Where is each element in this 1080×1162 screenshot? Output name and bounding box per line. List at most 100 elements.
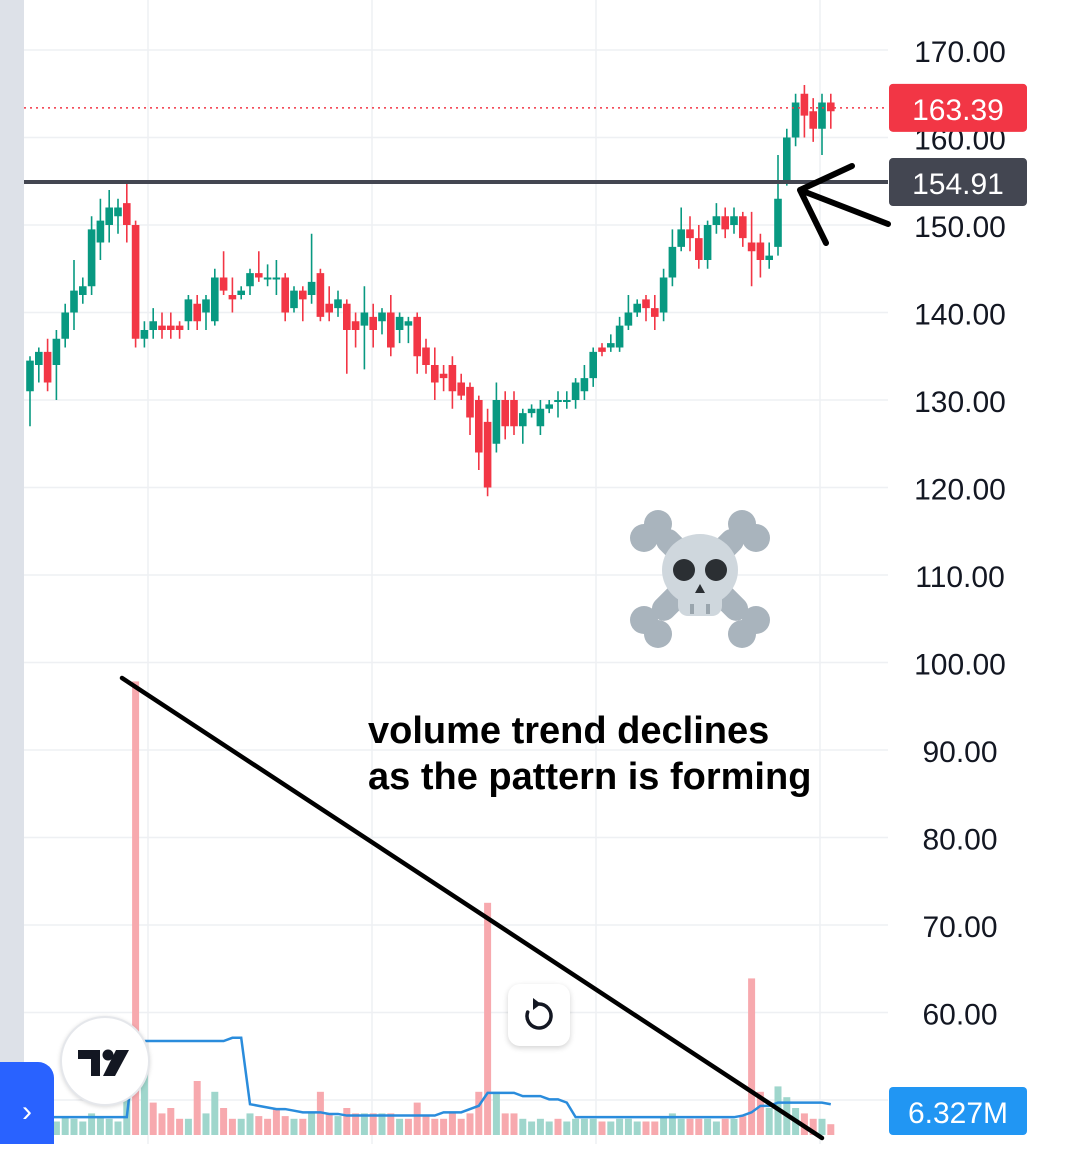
- annotation-text: volume trend declines as the pattern is …: [368, 708, 811, 800]
- volume-bar: [246, 1113, 254, 1135]
- candle-body: [334, 299, 342, 309]
- candle-body: [158, 325, 166, 330]
- annotation-line-1: volume trend declines: [368, 710, 770, 752]
- volume-bar: [607, 1121, 615, 1135]
- candle-body: [211, 277, 219, 322]
- volume-bar: [325, 1113, 333, 1135]
- candle-body: [545, 404, 553, 409]
- volume-bar: [739, 1116, 747, 1135]
- volume-bar: [457, 1118, 465, 1135]
- candle-body: [369, 316, 377, 330]
- y-tick-label: 150.00: [914, 211, 1006, 244]
- volume-bar: [440, 1118, 448, 1135]
- candle-body: [123, 203, 131, 225]
- volume-bar: [114, 1121, 122, 1135]
- volume-bar: [651, 1121, 659, 1135]
- volume-bar: [660, 1116, 668, 1135]
- candle-body: [167, 325, 175, 330]
- volume-bar: [721, 1118, 729, 1135]
- volume-bar: [554, 1118, 562, 1135]
- candle-body: [536, 408, 545, 427]
- volume-bar: [765, 1108, 773, 1135]
- candle-body: [387, 312, 395, 348]
- volume-bar: [264, 1118, 272, 1135]
- volume-bar: [827, 1124, 835, 1135]
- volume-bar: [88, 1113, 96, 1135]
- y-tick-label: 110.00: [915, 561, 1005, 594]
- candle-body: [791, 102, 800, 138]
- candle-body: [563, 400, 571, 402]
- volume-bar: [616, 1118, 624, 1135]
- volume-bar: [220, 1108, 228, 1135]
- volume-bar: [52, 1121, 60, 1135]
- volume-bar: [237, 1118, 245, 1135]
- candle-body: [448, 365, 457, 392]
- volume-bar: [624, 1118, 632, 1135]
- volume-bar: [290, 1118, 298, 1135]
- candle-body: [431, 365, 439, 383]
- volume-ma-line: [30, 1036, 832, 1119]
- candle-body: [589, 351, 597, 379]
- candle-body: [686, 229, 694, 239]
- candles: [26, 85, 835, 497]
- candle-body: [730, 216, 738, 225]
- candle-body: [783, 137, 791, 182]
- y-tick-label: 90.00: [922, 736, 997, 769]
- candle-body: [721, 216, 729, 230]
- sidebar-toggle-button[interactable]: ›: [0, 1062, 54, 1144]
- candle-body: [343, 303, 351, 330]
- volume-bar: [563, 1121, 571, 1135]
- candle-body: [263, 277, 272, 280]
- candle-body: [43, 351, 52, 383]
- volume-bar: [176, 1118, 184, 1135]
- candle-body: [642, 299, 650, 309]
- candle-body: [202, 299, 210, 313]
- candle-body: [105, 207, 113, 225]
- candle-body: [756, 242, 765, 260]
- volume-bar: [140, 1048, 148, 1135]
- volume-bar: [677, 1118, 685, 1135]
- y-tick-label: 170.00: [914, 36, 1006, 69]
- volume-bar: [686, 1118, 694, 1135]
- candle-body: [659, 277, 668, 313]
- candle-body: [624, 312, 633, 326]
- volume-bar: [748, 978, 756, 1135]
- volume-bar: [712, 1121, 720, 1135]
- volume-bar: [536, 1118, 544, 1135]
- tradingview-logo-button[interactable]: [60, 1016, 150, 1106]
- candle-body: [554, 400, 562, 402]
- volume-bar: [360, 1113, 368, 1135]
- candle-body: [351, 321, 360, 330]
- volume-bar: [193, 1081, 201, 1135]
- candle-body: [70, 290, 78, 313]
- volume-bar: [211, 1091, 219, 1135]
- candle-body: [61, 312, 69, 339]
- volume-bar: [704, 1118, 712, 1135]
- left-toolbar-strip: [0, 0, 24, 1144]
- candle-body: [510, 400, 518, 427]
- axis-badges: 163.39 154.91 6.327M: [889, 83, 1027, 1135]
- volume-bar: [184, 1118, 192, 1135]
- candle-body: [747, 242, 756, 252]
- hand-drawn-arrow-icon: [797, 163, 891, 246]
- volume-bar: [589, 1118, 597, 1135]
- volume-bars: [26, 681, 835, 1135]
- volume-bar: [519, 1118, 527, 1135]
- volume-moving-average: [30, 1036, 832, 1119]
- reset-chart-button[interactable]: [508, 984, 570, 1046]
- chart-grid: [24, 0, 888, 1144]
- candle-body: [360, 312, 369, 326]
- user-drawings: [119, 163, 891, 1141]
- volume-bar: [598, 1121, 606, 1135]
- candle-body: [149, 321, 157, 330]
- candle-body: [87, 229, 96, 287]
- candle-body: [651, 308, 659, 317]
- volume-bar: [448, 1113, 456, 1135]
- volume-bar: [167, 1108, 175, 1135]
- skull-crossbones-icon: [630, 510, 770, 648]
- candle-body: [184, 299, 193, 322]
- volume-bar: [149, 1102, 157, 1135]
- volume-bar: [528, 1121, 536, 1135]
